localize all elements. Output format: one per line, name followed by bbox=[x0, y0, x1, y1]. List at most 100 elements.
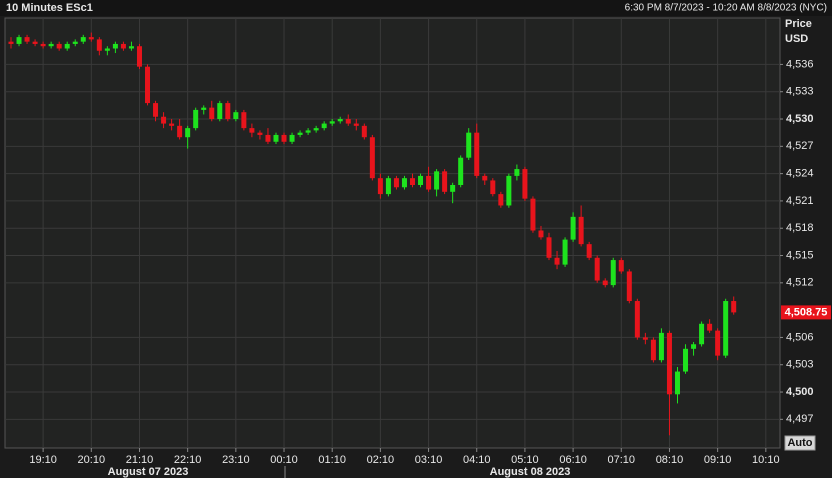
y-tick-label: 4,503 bbox=[786, 359, 814, 371]
candle-body bbox=[498, 194, 504, 206]
x-tick-label: 04:10 bbox=[463, 454, 491, 466]
y-tick-label: 4,512 bbox=[786, 277, 814, 289]
candle-body bbox=[602, 280, 608, 286]
candle-body bbox=[217, 103, 223, 120]
x-tick-label: 20:10 bbox=[78, 454, 106, 466]
candle-body bbox=[626, 271, 632, 302]
candle-body bbox=[305, 130, 311, 133]
candle-body bbox=[442, 171, 448, 192]
candle-body bbox=[434, 171, 440, 190]
x-tick-label: 22:10 bbox=[174, 454, 202, 466]
candle-body bbox=[273, 134, 279, 142]
candle-body bbox=[401, 178, 407, 188]
candle-body bbox=[345, 119, 351, 124]
y-tick-label: 4,536 bbox=[786, 58, 814, 70]
x-tick-label: 02:10 bbox=[367, 454, 395, 466]
date-label: August 07 2023 bbox=[108, 466, 189, 478]
y-tick-label: 4,533 bbox=[786, 86, 814, 98]
candle-body bbox=[482, 175, 488, 181]
candle-body bbox=[201, 107, 207, 110]
candle-body bbox=[265, 134, 271, 142]
candle-body bbox=[385, 178, 391, 195]
candle-body bbox=[650, 339, 656, 361]
candle-body bbox=[56, 43, 62, 49]
candle-body bbox=[554, 257, 560, 265]
candle-body bbox=[72, 41, 78, 44]
candle-body bbox=[458, 157, 464, 185]
candle-body bbox=[691, 344, 697, 349]
y-tick-label: 4,521 bbox=[786, 195, 814, 207]
y-tick-label: 4,506 bbox=[786, 331, 814, 343]
candle-body bbox=[257, 132, 263, 135]
candle-body bbox=[8, 41, 14, 44]
candle-body bbox=[546, 237, 552, 258]
candle-body bbox=[490, 180, 496, 195]
candle-body bbox=[177, 125, 183, 138]
candle-body bbox=[281, 134, 287, 142]
candle-body bbox=[450, 184, 456, 192]
candle-body bbox=[353, 123, 359, 126]
candle-body bbox=[249, 128, 255, 133]
last-price-box bbox=[781, 305, 831, 320]
candle-body bbox=[361, 125, 367, 138]
x-tick-label: 06:10 bbox=[559, 454, 587, 466]
candle-body bbox=[538, 230, 544, 238]
date-label: August 08 2023 bbox=[490, 466, 571, 478]
x-tick-label: 10:10 bbox=[752, 454, 780, 466]
candle-body bbox=[731, 301, 737, 313]
x-tick-label: 19:10 bbox=[29, 454, 57, 466]
candle-body bbox=[136, 46, 142, 67]
header-bar bbox=[0, 0, 832, 16]
last-price-label: 4,508.75 bbox=[785, 306, 828, 318]
candle-body bbox=[586, 244, 592, 258]
candle-body bbox=[289, 134, 295, 142]
candle-body bbox=[418, 175, 424, 185]
candle-body bbox=[426, 175, 432, 190]
auto-button-label[interactable]: Auto bbox=[787, 437, 812, 449]
candle-body bbox=[642, 337, 648, 340]
candle-body bbox=[313, 128, 319, 131]
candle-body bbox=[241, 112, 247, 129]
candle-body bbox=[329, 121, 335, 124]
candle-body bbox=[666, 332, 672, 395]
chart-subtitle: 6:30 PM 8/7/2023 - 10:20 AM 8/8/2023 (NY… bbox=[625, 3, 827, 14]
candle-body bbox=[185, 128, 191, 138]
candle-body bbox=[410, 178, 415, 185]
candle-body bbox=[16, 37, 22, 44]
y-tick-label: 4,518 bbox=[786, 222, 814, 234]
candle-body bbox=[522, 169, 528, 199]
x-tick-label: 23:10 bbox=[222, 454, 250, 466]
candle-body bbox=[658, 332, 664, 361]
candle-body bbox=[32, 41, 38, 44]
y-tick-label: 4,530 bbox=[786, 113, 814, 125]
y-axis-label: Price bbox=[785, 18, 812, 30]
y-tick-label: 4,527 bbox=[786, 140, 814, 152]
candle-body bbox=[209, 107, 215, 120]
candle-body bbox=[530, 198, 536, 231]
auto-button[interactable] bbox=[784, 435, 816, 451]
candle-body bbox=[225, 103, 231, 120]
x-tick-label: 09:10 bbox=[704, 454, 732, 466]
candle-body bbox=[634, 301, 640, 338]
candle-body bbox=[337, 119, 343, 122]
candle-body bbox=[233, 112, 239, 120]
candle-body bbox=[40, 43, 46, 47]
candle-body bbox=[153, 103, 159, 117]
y-axis-unit: USD bbox=[785, 33, 808, 45]
candle-body bbox=[594, 257, 600, 281]
candle-body bbox=[80, 37, 86, 42]
x-tick-label: 05:10 bbox=[511, 454, 539, 466]
candle-body bbox=[723, 301, 729, 356]
candle-body bbox=[699, 323, 705, 345]
candle-body bbox=[377, 178, 383, 195]
candle-body bbox=[514, 169, 520, 176]
x-tick-label: 08:10 bbox=[656, 454, 684, 466]
candle-body bbox=[169, 123, 175, 126]
candle-body bbox=[193, 109, 199, 129]
candle-body bbox=[369, 137, 375, 179]
candle-body bbox=[715, 330, 721, 356]
candle-body bbox=[618, 260, 624, 272]
candle-body bbox=[683, 348, 689, 372]
candle-body bbox=[120, 43, 126, 49]
candle-body bbox=[474, 132, 480, 176]
